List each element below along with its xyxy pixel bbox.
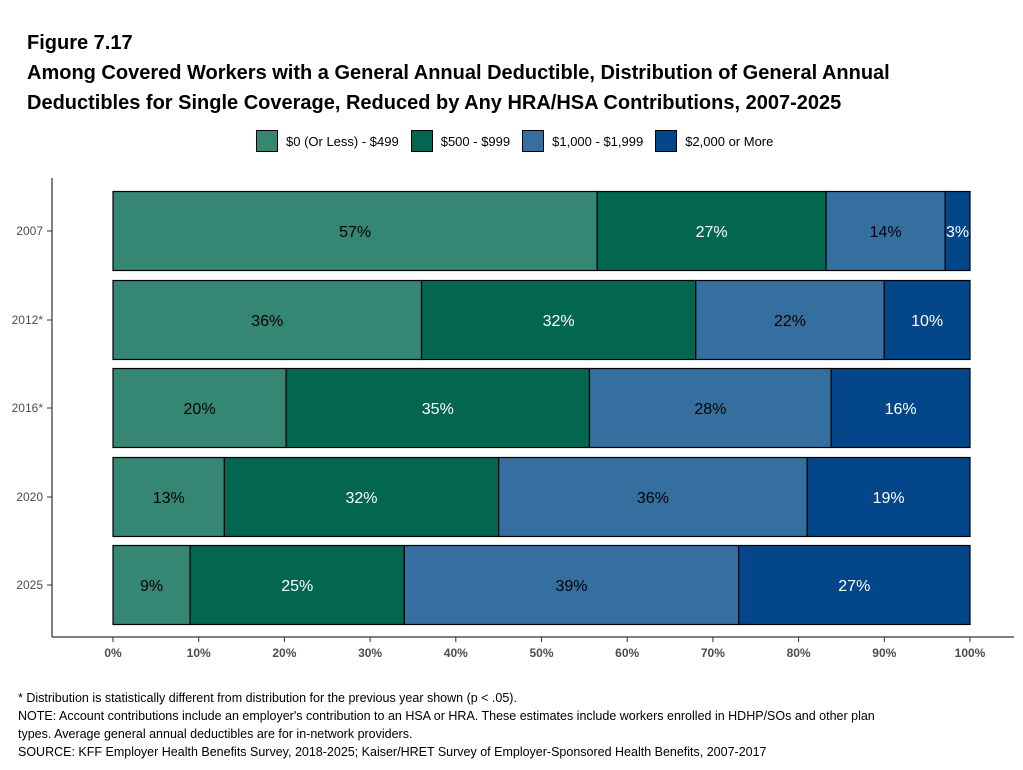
legend-swatch-2000-more <box>655 130 678 152</box>
note-line-1: NOTE: Account contributions include an e… <box>18 709 875 723</box>
data-label-2025-s0: 9% <box>140 578 163 595</box>
data-label-2012-s2: 22% <box>774 313 806 330</box>
x-tick-label-8: 80% <box>787 646 811 660</box>
y-tick-label-2020: 2020 <box>16 490 43 504</box>
legend-label-1000-1999: $1,000 - $1,999 <box>552 133 644 149</box>
chart-title-line-2: Deductibles for Single Coverage, Reduced… <box>27 92 842 114</box>
legend-item-0-499: $0 (Or Less) - $499 <box>256 130 399 152</box>
note-line-2: types. Average general annual deductible… <box>18 727 413 741</box>
bar-segment-2012-s1 <box>420 279 697 361</box>
data-label-2020-s2: 36% <box>637 490 669 507</box>
legend-item-1000-1999: $1,000 - $1,999 <box>522 130 643 152</box>
data-label-2020-s0: 13% <box>153 490 185 507</box>
data-label-2016-s3: 16% <box>885 401 917 418</box>
figure-label: Figure 7.17 <box>27 32 133 54</box>
bar-segment-2012-s3 <box>883 279 971 361</box>
y-tick-label-2025: 2025 <box>16 578 43 592</box>
x-tick-label-0: 0% <box>104 646 122 660</box>
data-label-2012-s1: 32% <box>543 313 575 330</box>
y-tick-label-2012: 2012* <box>12 313 44 327</box>
x-tick-label-3: 30% <box>358 646 382 660</box>
bar-segment-2012-s0 <box>112 279 423 361</box>
bar-segment-2007-s0 <box>112 190 598 272</box>
data-label-2016-s2: 28% <box>694 401 726 418</box>
chart-title-line-1: Among Covered Workers with a General Ann… <box>27 62 890 84</box>
x-tick-label-1: 10% <box>187 646 211 660</box>
data-label-2025-s3: 27% <box>838 578 870 595</box>
data-label-2007-s1: 27% <box>696 224 728 241</box>
x-tick-label-9: 90% <box>872 646 896 660</box>
bar-segment-2020-s3 <box>806 456 971 538</box>
x-tick-label-4: 40% <box>444 646 468 660</box>
data-label-2025-s1: 25% <box>281 578 313 595</box>
legend-swatch-1000-1999 <box>522 130 545 152</box>
legend-label-500-999: $500 - $999 <box>440 133 511 149</box>
legend-label-2000-more: $2,000 or More <box>685 133 774 149</box>
bar-segment-2020-s1 <box>223 456 500 538</box>
bar-segment-2025-s2 <box>403 544 740 626</box>
data-label-2020-s1: 32% <box>346 490 378 507</box>
legend-item-500-999: $500 - $999 <box>410 130 511 152</box>
legend-label-0-499: $0 (Or Less) - $499 <box>286 133 399 149</box>
x-tick-label-10: 100% <box>955 646 986 660</box>
data-label-2016-s1: 35% <box>422 401 454 418</box>
bar-segment-2025-s1 <box>189 544 405 626</box>
bar-segment-2025-s0 <box>112 544 191 626</box>
data-label-2007-s0: 57% <box>339 224 371 241</box>
legend-item-2000-more: $2,000 or More <box>655 130 773 152</box>
bar-segment-2016-s0 <box>112 367 287 449</box>
bar-segment-2020-s2 <box>498 456 808 538</box>
chart-notes: * Distribution is statistically differen… <box>18 689 1008 761</box>
y-tick-label-2007: 2007 <box>16 224 43 238</box>
data-label-2016-s0: 20% <box>184 401 216 418</box>
stacked-bar-chart: 57% 27% 14% 3% 2007 36% 32% 22% 10% 2012* 20% 35% 28… <box>12 178 1014 660</box>
legend-swatch-500-999 <box>410 130 433 152</box>
data-label-2020-s3: 19% <box>873 490 905 507</box>
x-tick-label-6: 60% <box>615 646 639 660</box>
x-tick-label-7: 70% <box>701 646 725 660</box>
y-tick-label-2016: 2016* <box>12 401 44 415</box>
data-label-2025-s2: 39% <box>555 578 587 595</box>
bar-segment-2016-s3 <box>830 367 971 449</box>
data-label-2007-s3: 3% <box>946 224 969 241</box>
data-label-2012-s0: 36% <box>251 313 283 330</box>
bar-segment-2025-s3 <box>738 544 971 626</box>
data-label-2012-s3: 10% <box>911 313 943 330</box>
bar-segment-2007-s3 <box>944 190 971 272</box>
legend-swatch-0-499 <box>256 130 278 152</box>
data-label-2007-s2: 14% <box>870 224 902 241</box>
footnote-significance: * Distribution is statistically differen… <box>18 691 517 705</box>
source-line: SOURCE: KFF Employer Health Benefits Sur… <box>18 745 767 759</box>
x-tick-label-5: 50% <box>529 646 553 660</box>
x-tick-label-2: 20% <box>272 646 296 660</box>
chart-legend: $0 (Or Less) - $499 $500 - $999 $1,000 -… <box>256 129 785 153</box>
